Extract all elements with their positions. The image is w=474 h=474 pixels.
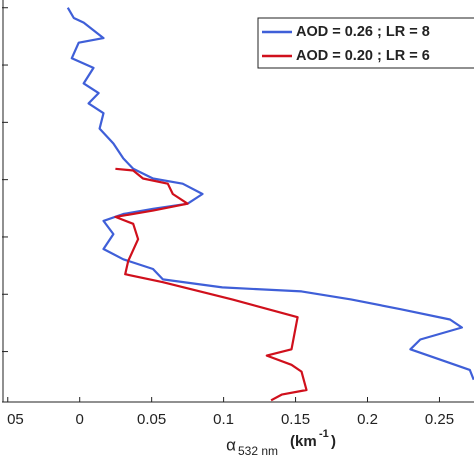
x-tick-label: 0.05 <box>137 411 166 428</box>
x-tick-label: 0.2 <box>357 411 378 428</box>
x-label-exponent: -1 <box>319 428 329 440</box>
legend-label: AOD = 0.20 ; LR = 6 <box>296 48 430 64</box>
x-tick-label: 0 <box>76 411 84 428</box>
x-tick-label: 0.1 <box>213 411 234 428</box>
x-label-unit: (km <box>290 433 317 450</box>
x-label-subscript: 532 nm <box>238 444 278 458</box>
x-label-close: ) <box>331 433 336 450</box>
legend-box <box>257 17 474 69</box>
x-tick-label: 0.25 <box>425 411 454 428</box>
x-tick-label: 0.15 <box>281 411 310 428</box>
series-line <box>114 167 308 402</box>
x-tick-label: 05 <box>7 411 24 428</box>
x-label-symbol: α <box>226 435 236 454</box>
legend-label: AOD = 0.26 ; LR = 8 <box>296 24 430 40</box>
